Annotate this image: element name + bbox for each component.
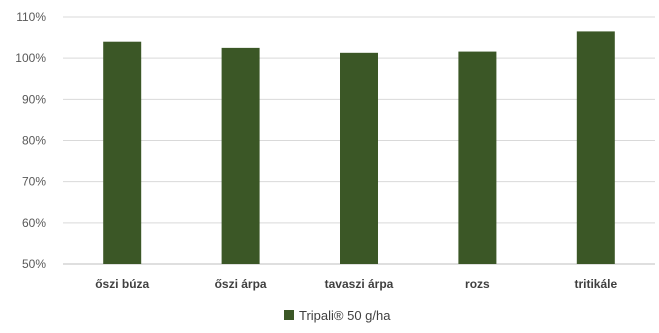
bar (103, 41, 142, 265)
y-tick-label: 80% (22, 134, 46, 148)
x-tick-label: tritikále (574, 277, 617, 291)
x-axis-tick-labels: őszi búza őszi árpa tavaszi árpa rozs tritik… (95, 277, 617, 291)
legend: Tripali® 50 g/ha (284, 308, 391, 323)
y-tick-label: 110% (16, 10, 46, 24)
legend-swatch (284, 310, 294, 320)
y-tick-label: 60% (22, 216, 46, 230)
x-tick-label: őszi búza (95, 277, 149, 291)
y-tick-label: 90% (22, 92, 46, 106)
bar (221, 47, 260, 264)
bars (103, 31, 615, 265)
bar (576, 31, 615, 265)
x-tick-label: őszi árpa (215, 277, 267, 291)
y-axis-tick-labels: 50% 60% 70% 80% 90% 100% 110% (15, 10, 46, 271)
bar (340, 52, 378, 264)
x-tick-label: tavaszi árpa (325, 277, 394, 291)
y-tick-label: 50% (22, 257, 46, 271)
x-tick-label: rozs (465, 277, 490, 291)
y-tick-label: 70% (22, 175, 46, 189)
bar (458, 51, 497, 264)
y-tick-label: 100% (15, 51, 46, 65)
legend-label: Tripali® 50 g/ha (299, 308, 391, 323)
